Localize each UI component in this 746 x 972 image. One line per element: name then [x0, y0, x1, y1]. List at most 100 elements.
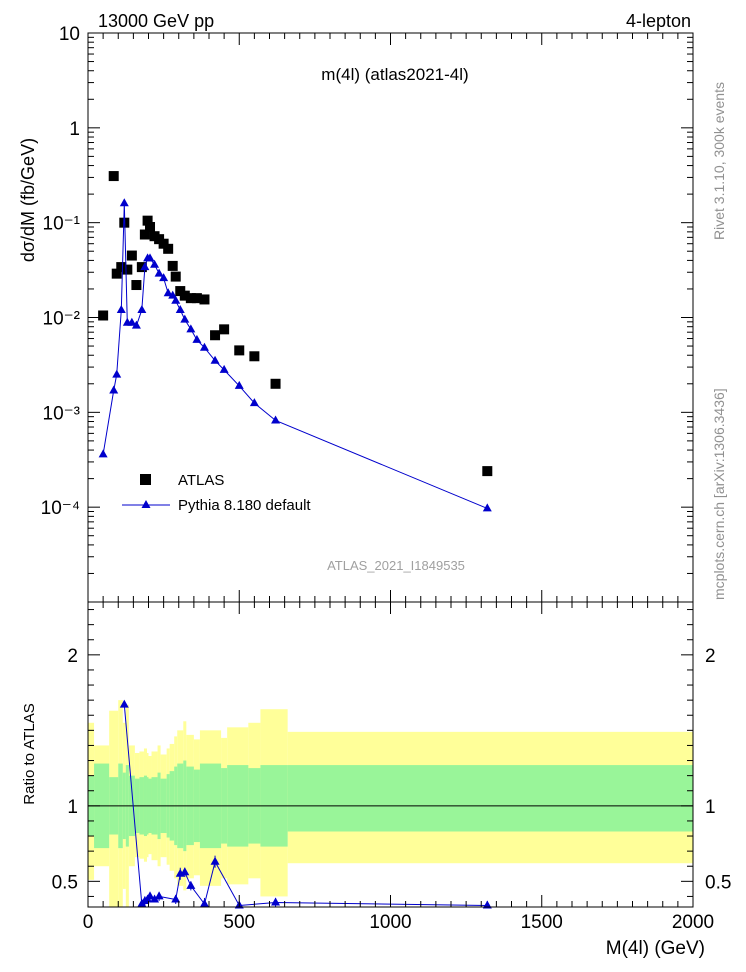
ratio-y-tick-label-right: 2	[705, 646, 716, 667]
main-y-axis-label: dσ/dM (fb/GeV)	[18, 138, 38, 262]
atlas-point	[158, 238, 169, 249]
pythia-point	[109, 385, 119, 394]
pythia-point	[168, 290, 178, 299]
pythia-point	[112, 369, 122, 378]
header-left: 13000 GeV pp	[98, 11, 214, 31]
atlas-point	[142, 215, 153, 226]
pythia-point	[249, 398, 259, 407]
ratio-point	[119, 699, 129, 708]
legend-atlas-label: ATLAS	[178, 472, 224, 489]
side-label-rivet: Rivet 3.1.10, 300k events	[711, 82, 727, 240]
atlas-point	[116, 262, 127, 273]
pythia-point	[186, 324, 196, 333]
pythia-point	[131, 320, 141, 329]
ratio-x-ticks: 0 500 1000 1500 2000	[83, 602, 714, 933]
pythia-point	[171, 295, 181, 304]
pythia-point	[127, 317, 137, 326]
pythia-point	[159, 273, 169, 282]
ratio-y-tick-label-right: 0.5	[705, 872, 731, 893]
atlas-point	[219, 324, 230, 335]
ratio-point	[271, 897, 281, 906]
x-tick-label: 1000	[369, 912, 411, 933]
pythia-point	[145, 253, 155, 262]
legend-pythia-label: Pythia 8.180 default	[178, 497, 311, 514]
atlas-point	[210, 330, 221, 341]
main-plot-title: m(4l) (atlas2021-4l)	[321, 65, 468, 84]
legend-atlas-marker	[140, 474, 151, 485]
atlas-point	[111, 268, 122, 279]
watermark-analysis-id: ATLAS_2021_I1849535	[327, 558, 465, 573]
ratio-point	[482, 900, 492, 909]
ratio-y-tick-label: 2	[67, 646, 78, 667]
pythia-point	[219, 364, 229, 373]
atlas-point	[122, 264, 133, 275]
atlas-point	[126, 250, 137, 261]
pythia-point	[119, 198, 129, 207]
ratio-point	[210, 856, 220, 865]
pythia-markers	[98, 198, 492, 512]
ratio-y-ticks: 2 2 1 1 0.5 0.5	[52, 609, 731, 897]
pythia-point	[180, 314, 190, 323]
ratio-point	[145, 891, 155, 900]
y-tick-label: 10	[59, 24, 80, 45]
y-tick-label: 10⁻¹	[43, 214, 81, 235]
pythia-point	[271, 415, 281, 424]
ratio-y-tick-label: 1	[67, 797, 78, 818]
atlas-point	[145, 222, 156, 233]
pythia-point	[116, 304, 126, 313]
atlas-point	[234, 345, 245, 356]
pythia-point	[199, 342, 209, 351]
y-tick-label: 1	[69, 119, 80, 140]
pythia-line	[102, 203, 488, 509]
pythia-point	[175, 304, 185, 313]
x-tick-label: 1500	[521, 912, 563, 933]
stat-uncertainty-band	[287, 765, 693, 832]
atlas-point	[179, 290, 190, 301]
side-label-mcplots: mcplots.cern.ch [arXiv:1306.3436]	[711, 388, 727, 600]
legend-pythia-marker	[141, 500, 151, 508]
x-tick-label: 0	[83, 912, 94, 933]
atlas-point	[108, 171, 119, 182]
ratio-point	[180, 867, 190, 876]
atlas-data-series	[98, 171, 493, 477]
atlas-point	[249, 351, 260, 362]
atlas-point	[185, 293, 196, 304]
pythia-point	[98, 449, 108, 458]
ratio-point	[154, 891, 164, 900]
pythia-point	[150, 259, 160, 268]
ratio-uncertainty-bands	[88, 700, 693, 907]
y-tick-label: 10⁻⁴	[41, 498, 80, 519]
atlas-point	[136, 262, 147, 273]
atlas-point	[139, 229, 150, 240]
ratio-y-tick-label-right: 1	[705, 797, 716, 818]
ratio-point	[186, 880, 196, 889]
atlas-point	[270, 378, 281, 389]
atlas-point	[170, 271, 181, 282]
pythia-point	[140, 262, 150, 271]
pythia-point	[137, 304, 147, 313]
legend: ATLAS Pythia 8.180 default	[122, 472, 311, 514]
pythia-point	[192, 334, 202, 343]
main-x-ticks	[87, 33, 694, 602]
atlas-point	[98, 310, 109, 321]
pythia-point	[482, 503, 492, 512]
x-tick-label: 500	[223, 912, 255, 933]
main-plot-frame	[87, 32, 694, 603]
atlas-point	[191, 293, 202, 304]
atlas-point	[131, 280, 142, 291]
ratio-y-axis-label: Ratio to ATLAS	[21, 703, 38, 804]
atlas-point	[167, 260, 178, 271]
pythia-point	[234, 380, 244, 389]
ratio-point	[199, 898, 209, 907]
main-y-ticks: 10 1 10⁻¹ 10⁻² 10⁻³ 10⁻⁴	[41, 24, 693, 574]
x-axis-label: M(4l) (GeV)	[606, 938, 705, 959]
y-tick-label: 10⁻³	[43, 403, 81, 424]
atlas-point	[199, 294, 210, 305]
atlas-point	[482, 466, 493, 477]
x-tick-label: 2000	[672, 912, 714, 933]
pythia-point	[154, 268, 164, 277]
ratio-point	[171, 894, 181, 903]
pythia-point	[163, 288, 173, 297]
atlas-point	[163, 243, 174, 254]
